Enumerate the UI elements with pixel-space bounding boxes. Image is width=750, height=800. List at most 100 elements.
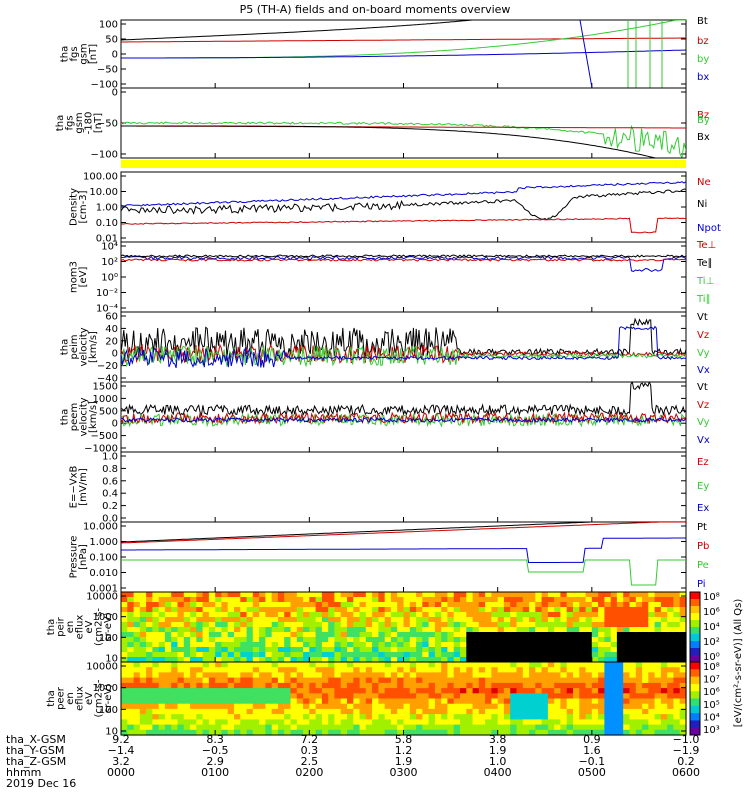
heatmap-cell [340,647,348,653]
heatmap-cell [390,637,398,643]
heatmap-cell [164,657,172,663]
heatmap-cell [642,602,649,608]
heatmap-cell [629,698,637,705]
heatmap-cell [535,719,543,726]
heatmap-cell [485,637,492,643]
y-tick-label: 0.8 [102,464,118,475]
x-row-value: 2.5 [301,755,319,768]
heatmap-cell [183,672,191,679]
heatmap-cell [585,632,593,638]
heatmap-cell [390,592,398,598]
heatmap-cell [667,647,675,653]
heatmap-cell [478,622,486,628]
heatmap-cell [585,703,593,710]
heatmap-cell [541,627,549,633]
heatmap-cell [642,688,649,694]
heatmap-cell [340,632,348,638]
heatmap-cell [642,647,649,653]
heatmap-cell [259,597,266,603]
heatmap-cell [340,607,348,613]
heatmap-cell [121,708,128,715]
heatmap-cell [202,657,210,663]
heatmap-cell [491,592,499,598]
heatmap-cell [441,637,449,643]
heatmap-cell [177,677,185,684]
heatmap-cell [560,657,568,663]
heatmap-cell [353,597,361,603]
heatmap-cell [196,729,204,736]
heatmap-cell [365,647,373,653]
heatmap-cell [259,714,266,720]
heatmap-cell [466,677,474,684]
heatmap-cell [240,714,248,720]
heatmap-cell [240,657,248,663]
heatmap-cell [296,724,304,731]
heatmap-cell [277,672,285,679]
heatmap-cell [353,657,361,663]
heatmap-cell [541,662,549,668]
heatmap-cell [679,632,687,638]
heatmap-cell [146,647,153,653]
heatmap-cell [409,688,417,694]
heatmap-cell [378,592,386,598]
heatmap-cell [334,637,342,643]
heatmap-cell [510,632,518,638]
heatmap-cell [485,647,492,653]
heatmap-cell [309,602,317,608]
heatmap-cell [579,724,587,731]
heatmap-cell [378,698,386,705]
heatmap-cell [403,708,411,715]
heatmap-cell [171,612,179,618]
heatmap-cell [522,597,530,603]
heatmap-cell [347,688,354,694]
heatmap-cell [560,708,568,715]
heatmap-cell [152,729,160,736]
heatmap-cell [604,647,612,653]
heatmap-cell [290,652,298,658]
heatmap-cell [208,688,216,694]
heatmap-cell [390,714,398,720]
heatmap-cell [227,672,235,679]
heatmap-cell [121,617,128,623]
heatmap-cell [121,672,128,679]
heatmap-cell [598,724,605,731]
heatmap-cell [196,719,204,726]
heatmap-cell [265,677,273,684]
heatmap-cell [158,672,166,679]
heatmap-cell [158,693,166,700]
heatmap-cell [252,647,260,653]
heatmap-cell [127,714,135,720]
heatmap-cell [246,632,254,638]
heatmap-cell [409,682,417,689]
heatmap-cell [667,592,675,598]
heatmap-cell [604,729,612,736]
heatmap-cell [529,667,536,673]
heatmap-cell [234,602,241,608]
heatmap-cell [529,708,536,715]
heatmap-cell [246,612,254,618]
heatmap-cell [560,652,568,658]
heatmap-cell [347,637,354,643]
heatmap-cell [359,602,367,608]
heatmap-cell [522,632,530,638]
heatmap-cell [667,617,675,623]
heatmap-cell [472,597,480,603]
heatmap-cell [635,708,643,715]
heatmap-cell [390,719,398,726]
heatmap-cell [642,719,649,726]
heatmap-cell [447,708,455,715]
heatmap-cell [121,714,128,720]
heatmap-cell [554,652,562,658]
heatmap-cell [121,642,128,648]
heatmap-cell [303,724,310,731]
heatmap-cell [121,724,128,731]
heatmap-cell [629,719,637,726]
heatmap-cell [227,632,235,638]
heatmap-cell [491,642,499,648]
heatmap-cell [177,729,185,736]
heatmap-cell [453,652,461,658]
heatmap-cell [397,667,405,673]
heatmap-cell [635,602,643,608]
heatmap-cell [252,662,260,668]
heatmap-cell [616,693,624,700]
